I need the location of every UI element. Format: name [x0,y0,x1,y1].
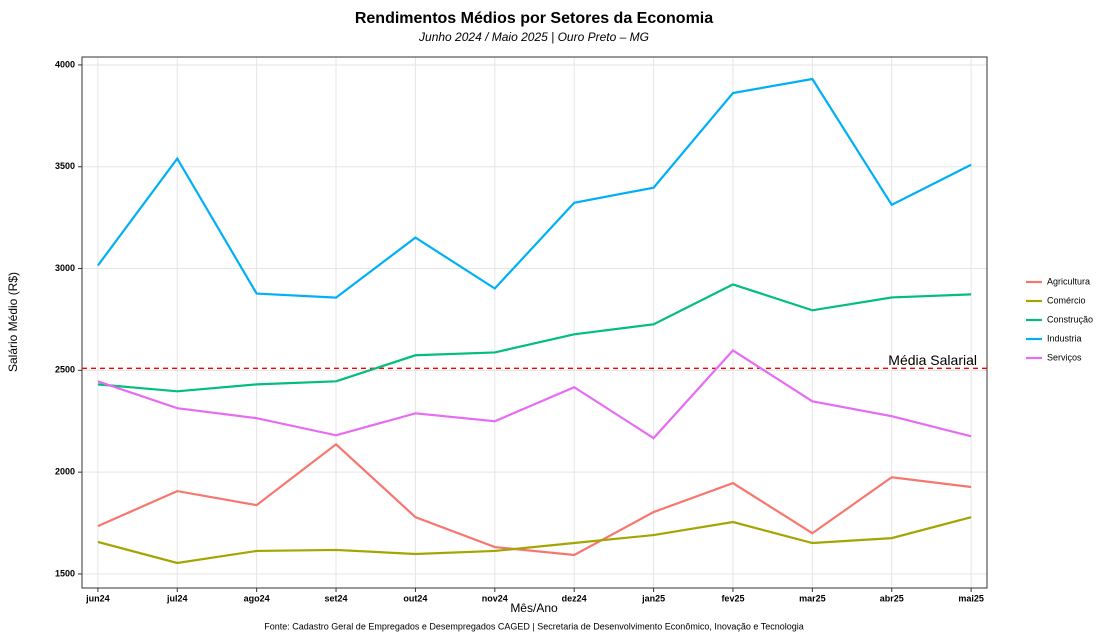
series-line [97,283,972,393]
series-line [97,348,972,440]
x-axis-label: Mês/Ano [510,601,558,615]
x-tick-label: nov24 [482,593,508,603]
y-tick-label: 2000 [55,467,75,477]
chart-subtitle: Junho 2024 / Maio 2025 | Ouro Preto – MG [418,30,649,44]
y-tick-label: 3500 [55,161,75,171]
legend-label: Industria [1047,333,1082,343]
x-tick-label: jun24 [85,593,110,603]
x-tick-label: jul24 [166,593,188,603]
y-tick-label: 4000 [55,59,75,69]
chart-title: Rendimentos Médios por Setores da Econom… [355,10,713,27]
x-tick-label: mai25 [958,593,984,603]
y-tick-label: 2500 [55,365,75,375]
x-tick-label: out24 [403,593,427,603]
series-line [96,77,972,299]
legend-label: Comércio [1047,295,1086,305]
x-tick-label: abr25 [880,593,904,603]
caption: Fonte: Cadastro Geral de Empregados e De… [264,621,803,631]
x-tick-label: ago24 [244,593,270,603]
reference-label: Média Salarial [888,352,977,368]
series-line [97,516,972,565]
x-tick-label: mar25 [799,593,826,603]
series-line [97,442,972,557]
panel-border [81,56,988,589]
legend-label: Agricultura [1047,276,1090,286]
y-axis-label: Salário Médio (R$) [6,272,20,372]
legend-label: Serviços [1047,352,1082,362]
x-tick-label: fev25 [721,593,744,603]
x-tick-label: set24 [325,593,348,603]
y-tick-label: 3000 [55,263,75,273]
y-tick-label: 1500 [55,568,75,578]
legend-label: Construção [1047,314,1093,324]
x-tick-label: jan25 [641,593,665,603]
x-tick-label: dez24 [562,593,587,603]
